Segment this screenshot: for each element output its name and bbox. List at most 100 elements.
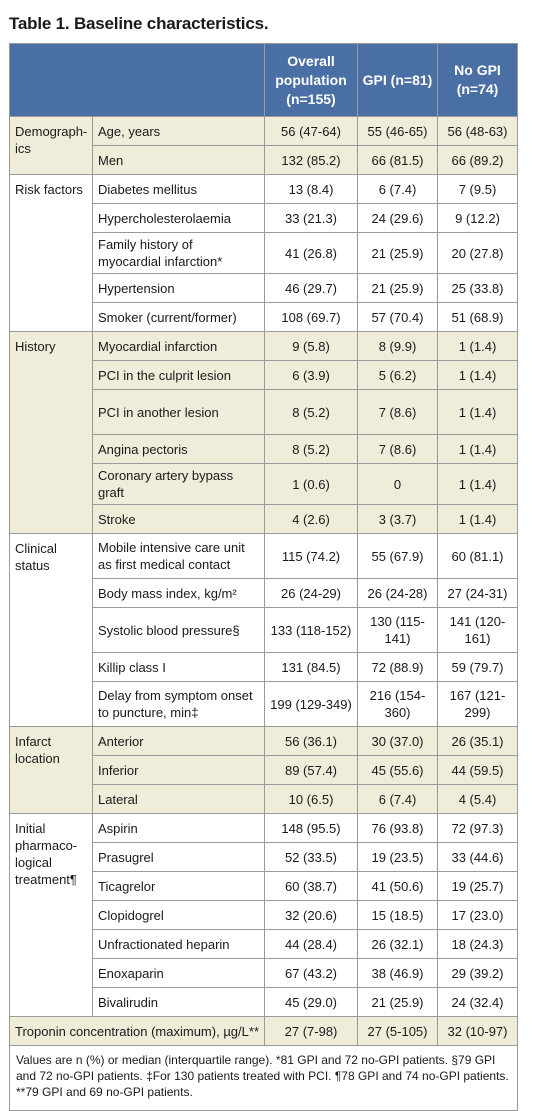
troponin-nogpi: 32 (10-97) [437,1016,518,1046]
table-row: Body mass index, kg/m² 26 (24-29) 26 (24-2… [10,578,518,608]
header-gpi: GPI (n=81) [357,43,438,117]
row-label: Systolic blood pressure§ [92,607,265,653]
cell-overall: 10 (6.5) [264,784,358,814]
row-label: Ticagrelor [92,871,265,901]
cell-nogpi: 44 (59.5) [437,755,518,785]
cell-gpi: 21 (25.9) [357,273,438,303]
cell-overall: 133 (118-152) [264,607,358,653]
cell-nogpi: 141 (120-161) [437,607,518,653]
cell-gpi: 24 (29.6) [357,203,438,233]
table-row: Initial pharmaco-logical treatment¶ Aspir… [9,813,518,1017]
cell-nogpi: 1 (1.4) [437,434,518,464]
cell-overall: 60 (38.7) [264,871,358,901]
cell-gpi: 19 (23.5) [357,842,438,872]
table-row: Infarct location Anterior 56 (36.1) 30 (37.… [9,726,518,814]
table-row: Smoker (current/former) 108 (69.7) 57 (70.… [10,302,518,332]
row-label: Enoxaparin [92,958,265,988]
group-label: Risk factors [9,174,93,332]
cell-nogpi: 18 (24.3) [437,929,518,959]
row-label: Coronary artery bypass graft [92,463,265,505]
cell-gpi: 41 (50.6) [357,871,438,901]
table-row: Angina pectoris 8 (5.2) 7 (8.6) 1 (1.4) [10,434,518,464]
table-row: Systolic blood pressure§ 133 (118-152) 130… [10,607,518,653]
footnote-row: Values are n (%) or median (interquartil… [9,1045,518,1111]
row-label: Clopidogrel [92,900,265,930]
cell-gpi: 55 (46-65) [357,116,438,146]
cell-nogpi: 27 (24-31) [437,578,518,608]
row-label: Aspirin [92,813,265,843]
table-row: Men 132 (85.2) 66 (81.5) 66 (89.2) [10,145,518,175]
group-label: History [9,331,93,534]
header-nogpi: No GPI (n=74) [437,43,518,117]
table-row: Delay from symptom onset to puncture, mi… [10,681,518,727]
cell-gpi: 15 (18.5) [357,900,438,930]
cell-nogpi: 4 (5.4) [437,784,518,814]
cell-gpi: 45 (55.6) [357,755,438,785]
cell-nogpi: 51 (68.9) [437,302,518,332]
cell-overall: 199 (129-349) [264,681,358,727]
cell-gpi: 21 (25.9) [357,987,438,1017]
troponin-row: Troponin concentration (maximum), µg/L**… [9,1016,518,1046]
row-label: Prasugrel [92,842,265,872]
cell-gpi: 7 (8.6) [357,434,438,464]
cell-gpi: 5 (6.2) [357,360,438,390]
cell-overall: 32 (20.6) [264,900,358,930]
cell-nogpi: 56 (48-63) [437,116,518,146]
table-row: PCI in the culprit lesion 6 (3.9) 5 (6.2) 1… [10,360,518,390]
row-label: Killip class I [92,652,265,682]
table-row: Family history of myocardial infarction*… [10,232,518,274]
troponin-overall: 27 (7-98) [264,1016,358,1046]
group-label: Initial pharmaco-logical treatment¶ [9,813,93,1017]
table-row: Hypercholesterolaemia 33 (21.3) 24 (29.6) 9… [10,203,518,233]
cell-gpi: 30 (37.0) [357,726,438,756]
cell-overall: 4 (2.6) [264,504,358,534]
row-label: Stroke [92,504,265,534]
cell-overall: 9 (5.8) [264,331,358,361]
cell-nogpi: 72 (97.3) [437,813,518,843]
table-row: Ticagrelor 60 (38.7) 41 (50.6) 19 (25.7) [10,871,518,901]
cell-gpi: 76 (93.8) [357,813,438,843]
cell-gpi: 26 (32.1) [357,929,438,959]
table-row: Demograph-ics Age, years 56 (47-64) 55 (46-… [9,116,518,175]
cell-gpi: 26 (24-28) [357,578,438,608]
group-label: Demograph-ics [9,116,93,175]
table-title: Table 1. Baseline characteristics. [9,14,269,33]
table-body: Demograph-ics Age, years 56 (47-64) 55 (46-… [9,116,518,1111]
row-label: Bivalirudin [92,987,265,1017]
row-label: Myocardial infarction [92,331,265,361]
cell-overall: 33 (21.3) [264,203,358,233]
table-row: History Myocardial infarction 9 (5.8) 8 (9.… [9,331,518,534]
group-label: Clinical status [9,533,93,727]
cell-gpi: 7 (8.6) [357,389,438,435]
row-label: Family history of myocardial infarction* [92,232,265,274]
cell-nogpi: 24 (32.4) [437,987,518,1017]
cell-gpi: 216 (154-360) [357,681,438,727]
cell-gpi: 66 (81.5) [357,145,438,175]
cell-gpi: 21 (25.9) [357,232,438,274]
cell-nogpi: 59 (79.7) [437,652,518,682]
cell-gpi: 6 (7.4) [357,174,438,204]
cell-nogpi: 1 (1.4) [437,463,518,505]
cell-nogpi: 20 (27.8) [437,232,518,274]
table-row: Clinical status Mobile intensive care uni… [9,533,518,727]
row-label: Angina pectoris [92,434,265,464]
cell-overall: 67 (43.2) [264,958,358,988]
cell-gpi: 57 (70.4) [357,302,438,332]
table-row: Stroke 4 (2.6) 3 (3.7) 1 (1.4) [10,504,518,534]
cell-overall: 6 (3.9) [264,360,358,390]
cell-overall: 13 (8.4) [264,174,358,204]
cell-nogpi: 29 (39.2) [437,958,518,988]
row-label: Anterior [92,726,265,756]
table-row: Enoxaparin 67 (43.2) 38 (46.9) 29 (39.2) [10,958,518,988]
cell-nogpi: 33 (44.6) [437,842,518,872]
row-label: Hypertension [92,273,265,303]
table-row: Unfractionated heparin 44 (28.4) 26 (32.1)… [10,929,518,959]
cell-overall: 115 (74.2) [264,533,358,579]
cell-overall: 148 (95.5) [264,813,358,843]
table-row: Hypertension 46 (29.7) 21 (25.9) 25 (33.8) [10,273,518,303]
table-row: Prasugrel 52 (33.5) 19 (23.5) 33 (44.6) [10,842,518,872]
row-label: Lateral [92,784,265,814]
cell-gpi: 55 (67.9) [357,533,438,579]
table-row: Lateral 10 (6.5) 6 (7.4) 4 (5.4) [10,784,518,814]
baseline-table: Overall population (n=155) GPI (n=81) No… [9,43,518,1111]
